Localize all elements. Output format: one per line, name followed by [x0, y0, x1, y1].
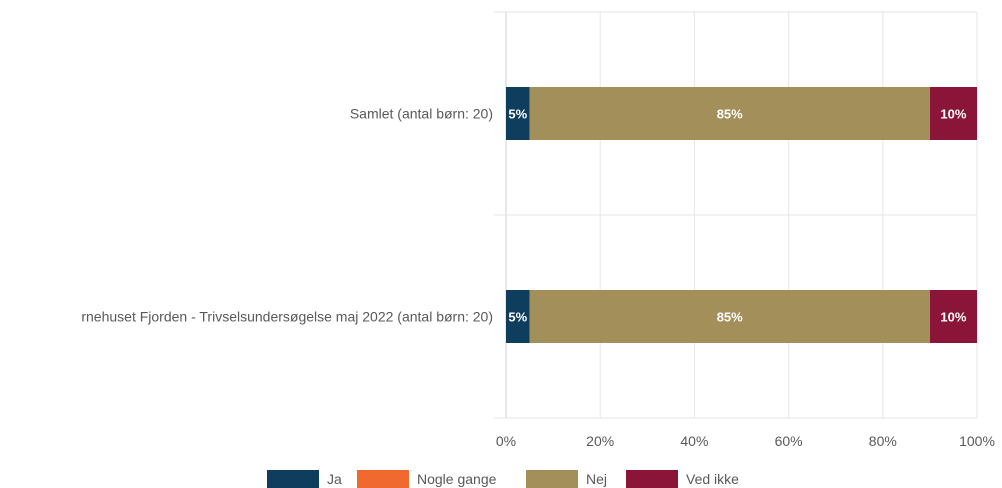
data-label: 10%	[940, 107, 966, 122]
legend-label: Ved ikke	[686, 471, 739, 487]
x-tick-label: 20%	[586, 433, 614, 449]
legend-swatch	[357, 470, 409, 488]
legend-swatch	[526, 470, 578, 488]
category-label: rnehuset Fjorden - Trivselsundersøgelse …	[81, 309, 493, 325]
x-tick-label: 80%	[869, 433, 897, 449]
data-label: 10%	[940, 310, 966, 325]
bar-segment-ja	[506, 87, 530, 140]
x-tick-label: 100%	[959, 433, 995, 449]
x-tick-label: 60%	[775, 433, 803, 449]
x-tick-label: 40%	[680, 433, 708, 449]
legend-label: Nej	[586, 471, 607, 487]
bar-segment-ved-ikke	[929, 290, 977, 343]
bar-segment-ja	[506, 290, 530, 343]
legend-swatch	[626, 470, 678, 488]
data-label: 85%	[717, 310, 743, 325]
data-label: 5%	[508, 107, 527, 122]
bar-segment-nej	[529, 290, 930, 343]
legend-swatch	[267, 470, 319, 488]
category-label: Samlet (antal børn: 20)	[350, 106, 493, 122]
data-label: 85%	[717, 107, 743, 122]
legend-label: Ja	[327, 471, 342, 487]
legend-label: Nogle gange	[417, 471, 497, 487]
x-tick-label: 0%	[496, 433, 516, 449]
data-label: 5%	[508, 310, 527, 325]
bar-segment-ved-ikke	[929, 87, 977, 140]
bar-segment-nej	[529, 87, 930, 140]
